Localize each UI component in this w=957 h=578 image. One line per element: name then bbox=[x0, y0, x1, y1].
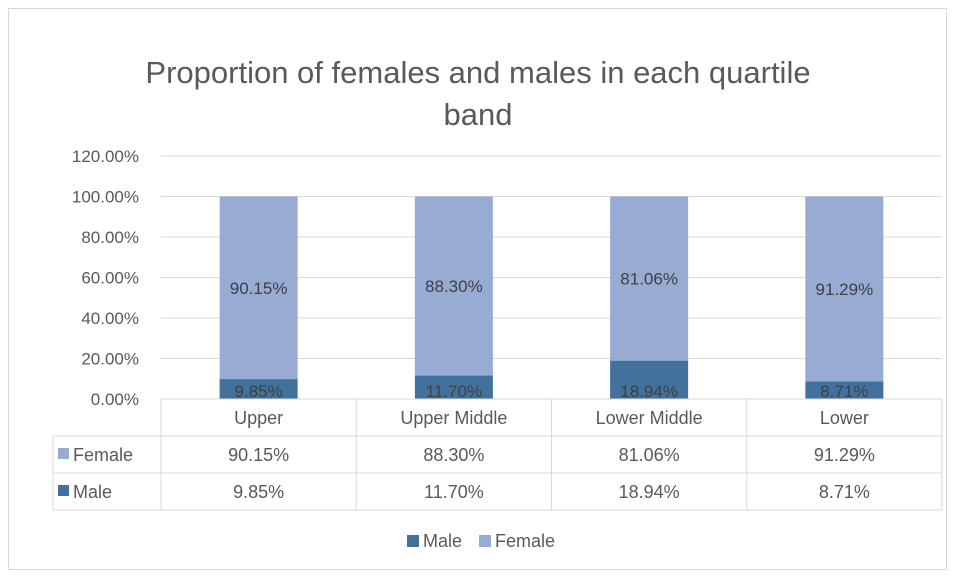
table-row-label: Female bbox=[73, 445, 133, 465]
y-tick-label: 120.00% bbox=[72, 147, 139, 166]
legend-swatch bbox=[407, 535, 419, 547]
female-bar bbox=[219, 196, 298, 380]
legend-swatch bbox=[479, 535, 491, 547]
table-cell: 8.71% bbox=[819, 482, 870, 502]
y-tick-label: 0.00% bbox=[91, 390, 139, 409]
x-category-label: Upper bbox=[234, 408, 283, 428]
y-tick-label: 60.00% bbox=[81, 269, 139, 288]
table-cell: 9.85% bbox=[233, 482, 284, 502]
chart-title-line-1: Proportion of females and males in each … bbox=[145, 55, 810, 90]
stacked-bar-chart: Proportion of females and males in each … bbox=[52, 55, 943, 551]
table-row-label: Male bbox=[73, 482, 112, 502]
x-category-label: Lower bbox=[820, 408, 869, 428]
male-bar bbox=[805, 381, 884, 399]
female-bar bbox=[805, 196, 884, 382]
table-cell: 91.29% bbox=[814, 445, 875, 465]
chart-frame: Proportion of females and males in each … bbox=[8, 8, 947, 570]
data-label-male: 9.85% bbox=[235, 382, 283, 401]
table-cell: 18.94% bbox=[619, 482, 680, 502]
male-bar bbox=[414, 375, 493, 399]
y-tick-label: 100.00% bbox=[72, 188, 139, 207]
chart-title-line-2: band bbox=[444, 97, 513, 132]
data-label-female: 91.29% bbox=[816, 280, 874, 299]
x-category-label: Upper Middle bbox=[400, 408, 507, 428]
data-label-male: 8.71% bbox=[820, 382, 868, 401]
female-bar bbox=[610, 196, 689, 361]
data-label-female: 81.06% bbox=[620, 270, 678, 289]
x-category-label: Lower Middle bbox=[596, 408, 703, 428]
data-label-female: 90.15% bbox=[230, 279, 288, 298]
table-legend-key bbox=[58, 485, 69, 496]
table-cell: 81.06% bbox=[619, 445, 680, 465]
y-tick-label: 40.00% bbox=[81, 309, 139, 328]
female-bar bbox=[414, 196, 493, 376]
table-cell: 90.15% bbox=[228, 445, 289, 465]
male-bar bbox=[610, 360, 689, 399]
data-label-male: 18.94% bbox=[620, 382, 678, 401]
table-cell: 11.70% bbox=[424, 482, 484, 502]
y-tick-label: 20.00% bbox=[81, 350, 139, 369]
data-label-female: 88.30% bbox=[425, 277, 483, 296]
legend-label: Female bbox=[495, 531, 555, 551]
table-cell: 88.30% bbox=[423, 445, 484, 465]
male-bar bbox=[219, 379, 298, 399]
data-label-male: 11.70% bbox=[426, 382, 482, 401]
legend-label: Male bbox=[423, 531, 462, 551]
y-tick-label: 80.00% bbox=[81, 228, 139, 247]
table-legend-key bbox=[58, 448, 69, 459]
